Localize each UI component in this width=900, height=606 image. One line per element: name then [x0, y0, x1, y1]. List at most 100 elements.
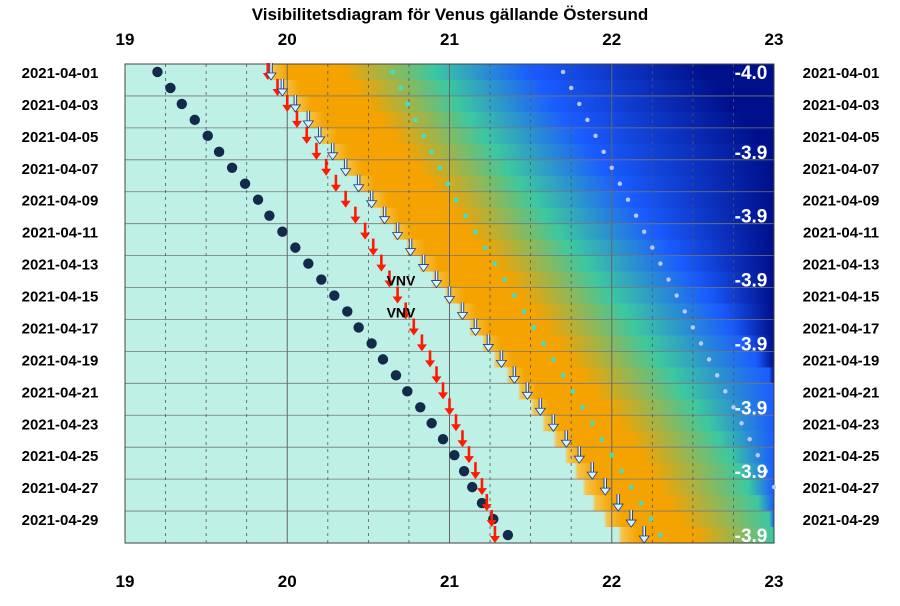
- teal-dot: [619, 468, 624, 474]
- sunset-dot: [366, 338, 377, 349]
- y-tick-label-left: 2021-04-07: [22, 161, 99, 178]
- teal-dot: [413, 117, 418, 123]
- teal-dot: [589, 420, 595, 426]
- y-tick-label-right: 2021-04-23: [803, 416, 880, 433]
- pale-dot: [666, 277, 671, 282]
- light-blue-arrow: [326, 142, 339, 161]
- sunset-dot: [316, 274, 327, 285]
- y-tick-label-left: 2021-04-29: [22, 512, 99, 529]
- x-tick-label-bottom: 20: [278, 572, 297, 591]
- venus-set-arrow: [376, 254, 387, 272]
- light-blue-arrow: [573, 446, 586, 464]
- pale-dot: [560, 69, 566, 75]
- magnitude-label: -4.0: [735, 63, 768, 84]
- sunset-dot: [290, 242, 301, 253]
- light-blue-arrow: [391, 222, 404, 241]
- venus-set-arrow: [450, 414, 461, 432]
- sunset-dot: [415, 402, 426, 413]
- venus-set-arrow: [481, 494, 492, 512]
- teal-dot: [492, 261, 498, 266]
- y-tick-label-left: 2021-04-27: [22, 480, 99, 497]
- teal-dot: [404, 101, 410, 107]
- sunset-dot: [165, 82, 176, 94]
- teal-dot: [502, 277, 508, 282]
- pale-dot: [601, 149, 606, 155]
- sunset-dot: [426, 418, 437, 429]
- pale-dot: [609, 165, 614, 170]
- teal-dot: [609, 452, 615, 458]
- x-tick-label-top: 19: [116, 30, 135, 49]
- pale-dot: [642, 229, 647, 234]
- light-blue-arrow: [289, 94, 302, 113]
- venus-set-arrow: [291, 110, 302, 128]
- magnitude-label: -3.9: [735, 207, 768, 228]
- venus-set-arrow: [311, 142, 322, 160]
- teal-dot: [512, 293, 517, 298]
- light-blue-arrow: [521, 382, 534, 401]
- x-tick-label-bottom: 19: [116, 572, 135, 591]
- venus-set-arrow: [400, 302, 411, 320]
- light-blue-arrow: [378, 206, 391, 225]
- sunset-dot: [377, 354, 389, 365]
- pale-dot: [593, 133, 598, 139]
- sunset-dot: [189, 114, 200, 126]
- pale-dot: [747, 437, 752, 442]
- venus-set-arrow: [470, 462, 481, 480]
- venus-set-arrow: [392, 286, 403, 304]
- venus-set-arrow: [416, 334, 427, 352]
- y-tick-label-right: 2021-04-17: [803, 320, 880, 337]
- sunset-dot: [402, 386, 413, 397]
- x-tick-label-bottom: 22: [602, 572, 621, 591]
- light-blue-arrow: [365, 190, 378, 209]
- y-tick-label-left: 2021-04-23: [22, 416, 99, 433]
- pale-dot: [715, 373, 720, 378]
- y-tick-label-left: 2021-04-01: [22, 65, 99, 82]
- light-blue-arrow: [430, 270, 443, 289]
- y-tick-label-right: 2021-04-05: [803, 129, 880, 146]
- y-tick-label-left: 2021-04-09: [22, 193, 99, 210]
- sunset-dot: [390, 370, 402, 381]
- venus-set-arrow: [340, 190, 351, 208]
- sunset-dot: [264, 210, 275, 221]
- magnitude-label: -3.9: [735, 526, 768, 547]
- venus-set-arrow: [438, 382, 449, 400]
- pale-dot: [650, 245, 655, 250]
- venus-set-arrow: [350, 206, 361, 224]
- light-blue-arrow: [302, 110, 315, 129]
- pale-dot: [577, 101, 582, 107]
- teal-dot: [570, 388, 576, 394]
- teal-dot: [658, 532, 663, 538]
- venus-set-arrow: [489, 526, 500, 544]
- teal-dot: [463, 213, 469, 219]
- y-tick-label-right: 2021-04-09: [803, 193, 880, 210]
- teal-dot: [421, 133, 426, 139]
- pale-dot: [723, 389, 728, 394]
- sunset-dot: [449, 449, 460, 461]
- pale-dot: [682, 309, 687, 314]
- sunset-dot: [152, 66, 163, 78]
- y-tick-label-right: 2021-04-01: [803, 65, 880, 82]
- sunset-dot: [226, 162, 238, 173]
- teal-dot: [473, 229, 478, 235]
- venus-set-arrow: [301, 126, 312, 144]
- pale-dot: [690, 325, 696, 330]
- x-tick-label-top: 21: [440, 30, 459, 49]
- venus-set-arrow: [384, 270, 395, 288]
- sunset-dot: [277, 226, 288, 237]
- y-tick-label-right: 2021-04-25: [803, 448, 880, 465]
- teal-dot: [482, 245, 488, 251]
- light-blue-arrow: [599, 478, 612, 496]
- y-tick-label-right: 2021-04-21: [803, 384, 880, 401]
- venus-set-arrow: [486, 510, 497, 528]
- teal-dot: [531, 325, 537, 330]
- data-marks: [152, 62, 777, 544]
- x-tick-label-bottom: 23: [765, 572, 784, 591]
- venus-set-arrow: [444, 398, 455, 416]
- teal-dot: [521, 309, 527, 314]
- pale-dot: [585, 117, 590, 123]
- magnitude-label: -3.9: [735, 271, 768, 292]
- y-tick-label-right: 2021-04-11: [803, 225, 879, 242]
- sunset-dot: [353, 322, 364, 333]
- teal-dot: [398, 85, 404, 91]
- pale-dot: [755, 452, 760, 458]
